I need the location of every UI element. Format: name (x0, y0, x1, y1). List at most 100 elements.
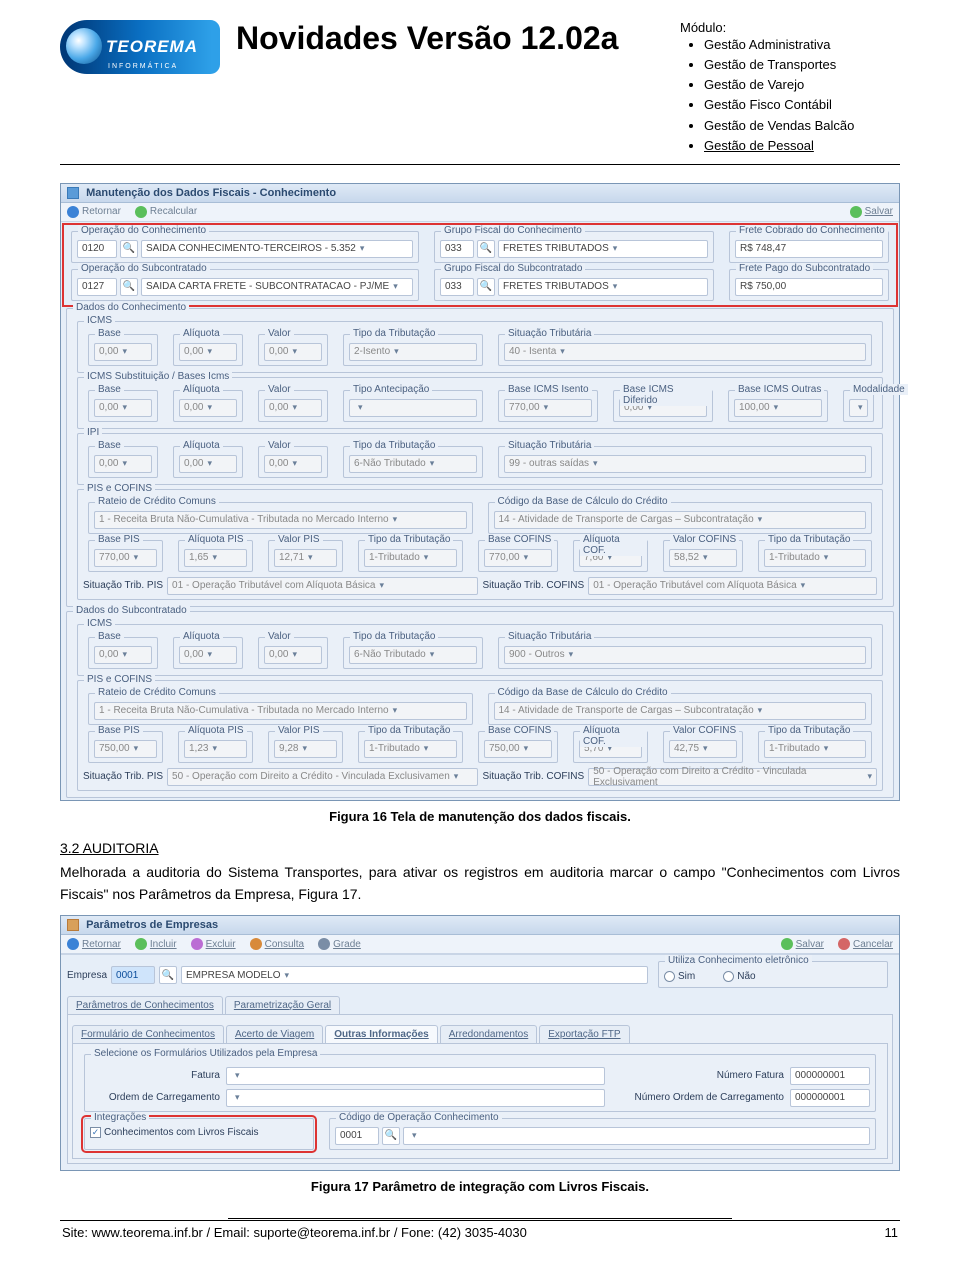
empresa-code[interactable]: 0001 (111, 966, 155, 984)
tab-acerto[interactable]: Acerto de Viagem (226, 1025, 323, 1043)
icms2-tipotrib[interactable]: 6-Não Tributado (349, 646, 477, 664)
fatura-select[interactable] (226, 1067, 605, 1085)
icms-label: ICMS (84, 315, 115, 326)
ipi-base[interactable]: 0,00 (94, 455, 152, 473)
frete-pago-value: R$ 750,00 (735, 278, 883, 296)
sitcof2[interactable]: 50 - Operação com Direito a Crédito - Vi… (588, 768, 877, 786)
basecof2[interactable]: 750,00 (484, 740, 552, 758)
sel-form-label: Selecione os Formulários Utilizados pela… (91, 1048, 320, 1059)
save2-button[interactable]: Salvar (781, 938, 824, 950)
aliqpis2[interactable]: 1,23 (184, 740, 247, 758)
ipi-aliq[interactable]: 0,00 (179, 455, 237, 473)
rateio-cred[interactable]: 1 - Receita Bruta Não-Cumulativa - Tribu… (94, 511, 467, 529)
icms2-base[interactable]: 0,00 (94, 646, 152, 664)
header-divider (60, 164, 900, 165)
num-ord[interactable]: 000000001 (790, 1089, 870, 1107)
valcof[interactable]: 58,52 (669, 549, 737, 567)
grupo-conh-code[interactable]: 033 (440, 240, 474, 258)
icms-aliq[interactable]: 0,00 (179, 343, 237, 361)
cod-oper-code[interactable]: 0001 (335, 1127, 379, 1145)
search-icon[interactable]: 🔍 (120, 278, 138, 296)
icms2-valor[interactable]: 0,00 (264, 646, 322, 664)
num-ord-label: Número Ordem de Carregamento (634, 1092, 784, 1103)
search-icon[interactable]: 🔍 (382, 1127, 400, 1145)
sitcof[interactable]: 01 - Operação Tributável com Alíquota Bá… (588, 577, 877, 595)
footer-divider (228, 1218, 732, 1219)
tipotrib-pis2[interactable]: 1-Tributado (364, 740, 457, 758)
cod-oper-desc[interactable] (403, 1127, 870, 1145)
grupo-conh-desc[interactable]: FRETES TRIBUTADOS (498, 240, 708, 258)
icmssub-isento[interactable]: 770,00 (504, 399, 592, 417)
grupo-sub-code[interactable]: 033 (440, 278, 474, 296)
consulta-button[interactable]: Consulta (250, 938, 304, 950)
cod-base[interactable]: 14 - Atividade de Transporte de Cargas –… (494, 511, 867, 529)
tab-outras[interactable]: Outras Informações (325, 1025, 437, 1043)
icms-valor[interactable]: 0,00 (264, 343, 322, 361)
modulo-item: Gestão de Pessoal (704, 136, 900, 156)
tab-arred[interactable]: Arredondamentos (440, 1025, 538, 1043)
basecof[interactable]: 770,00 (484, 549, 552, 567)
modulo-item: Gestão de Vendas Balcão (704, 116, 900, 136)
oper-conh-code[interactable]: 0120 (77, 240, 117, 258)
icms2-sittrib[interactable]: 900 - Outros (504, 646, 866, 664)
grupo-sub-desc[interactable]: FRETES TRIBUTADOS (498, 278, 708, 296)
tab-ftp[interactable]: Exportação FTP (539, 1025, 629, 1043)
back-button[interactable]: Retornar (67, 206, 121, 218)
icmssub-outras[interactable]: 100,00 (734, 399, 822, 417)
radio-sim[interactable]: Sim (664, 971, 695, 982)
excluir-button[interactable]: Excluir (191, 938, 236, 950)
icmssub-valor[interactable]: 0,00 (264, 399, 322, 417)
icms2-aliq[interactable]: 0,00 (179, 646, 237, 664)
search-icon[interactable]: 🔍 (477, 240, 495, 258)
icmssub-modal[interactable] (849, 399, 868, 417)
ipi-tipotrib[interactable]: 6-Não Tributado (349, 455, 477, 473)
tipotrib-cof[interactable]: 1-Tributado (764, 549, 866, 567)
icms-tipotrib[interactable]: 2-Isento (349, 343, 477, 361)
valcof2[interactable]: 42,75 (669, 740, 737, 758)
incluir-button[interactable]: Incluir (135, 938, 177, 950)
tab-param-conh[interactable]: Parâmetros de Conhecimentos (67, 996, 223, 1014)
recalc-button[interactable]: Recalcular (135, 206, 197, 218)
toolbar: Retornar Recalcular Salvar (61, 203, 899, 222)
num-fat[interactable]: 000000001 (790, 1067, 870, 1085)
tipotrib-pis[interactable]: 1-Tributado (364, 549, 457, 567)
icms-sittrib[interactable]: 40 - Isenta (504, 343, 866, 361)
icmssub-aliq[interactable]: 0,00 (179, 399, 237, 417)
grade-button[interactable]: Grade (318, 938, 361, 950)
rateio2[interactable]: 1 - Receita Bruta Não-Cumulativa - Tribu… (94, 702, 467, 720)
cancel-button[interactable]: Cancelar (838, 938, 893, 950)
sitpis2[interactable]: 50 - Operação com Direito a Crédito - Vi… (167, 768, 477, 786)
sitpis[interactable]: 01 - Operação Tributável com Alíquota Bá… (167, 577, 477, 595)
search-icon[interactable]: 🔍 (477, 278, 495, 296)
oper-sub-desc[interactable]: SAIDA CARTA FRETE - SUBCONTRATACAO - PJ/… (141, 278, 413, 296)
empresa-desc[interactable]: EMPRESA MODELO (181, 966, 648, 984)
ipi-sittrib[interactable]: 99 - outras saídas (504, 455, 866, 473)
icmssub-antec[interactable] (349, 399, 477, 417)
oper-sub-code[interactable]: 0127 (77, 278, 117, 296)
icmssub-base[interactable]: 0,00 (94, 399, 152, 417)
save-button[interactable]: Salvar (850, 206, 893, 218)
dados-conh-label: Dados do Conhecimento (73, 302, 189, 313)
basepis[interactable]: 770,00 (94, 549, 157, 567)
basepis2[interactable]: 750,00 (94, 740, 157, 758)
ipi-valor[interactable]: 0,00 (264, 455, 322, 473)
window-title: Manutenção dos Dados Fiscais - Conhecime… (61, 184, 899, 203)
return-button[interactable]: Retornar (67, 938, 121, 950)
tab-param-geral[interactable]: Parametrização Geral (225, 996, 340, 1014)
tab-form-conh[interactable]: Formulário de Conhecimentos (72, 1025, 224, 1043)
icms-base[interactable]: 0,00 (94, 343, 152, 361)
page-number: 11 (885, 1225, 899, 1240)
ord-carr-select[interactable] (226, 1089, 605, 1107)
empresa-label: Empresa (67, 970, 107, 981)
search-icon[interactable]: 🔍 (159, 966, 177, 984)
radio-nao[interactable]: Não (723, 971, 755, 982)
aliqpis[interactable]: 1,65 (184, 549, 247, 567)
search-icon[interactable]: 🔍 (120, 240, 138, 258)
valpis[interactable]: 12,71 (274, 549, 337, 567)
modulo-item: Gestão de Transportes (704, 55, 900, 75)
chk-livros[interactable]: Conhecimentos com Livros Fiscais (90, 1127, 308, 1138)
tipotrib-cof2[interactable]: 1-Tributado (764, 740, 866, 758)
valpis2[interactable]: 9,28 (274, 740, 337, 758)
oper-conh-desc[interactable]: SAIDA CONHECIMENTO-TERCEIROS - 5.352 (141, 240, 413, 258)
codbase2[interactable]: 14 - Atividade de Transporte de Cargas –… (494, 702, 867, 720)
